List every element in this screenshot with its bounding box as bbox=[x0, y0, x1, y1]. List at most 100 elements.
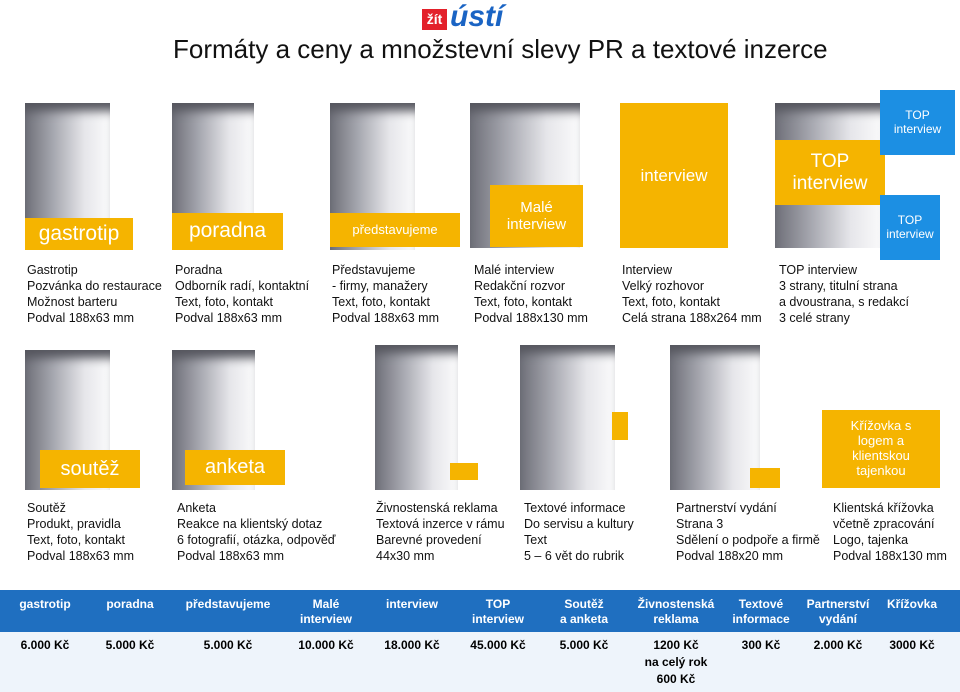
format-label: interview bbox=[620, 103, 728, 248]
table-header: informace bbox=[732, 612, 790, 626]
description-line: TOP interview bbox=[779, 263, 858, 277]
description-line: Redakční rozvor bbox=[474, 279, 566, 293]
description-line: Gastrotip bbox=[27, 263, 78, 277]
description-line: Partnerství vydání bbox=[676, 501, 777, 515]
description-line: Strana 3 bbox=[676, 517, 724, 531]
table-header: Malé bbox=[312, 597, 340, 611]
title: Formáty a ceny a množstevní slevy PR a t… bbox=[173, 34, 828, 64]
format-label: anketa bbox=[185, 450, 285, 485]
table-header: představujeme bbox=[185, 597, 271, 611]
price: 3000 Kč bbox=[889, 638, 935, 652]
format-label: Křížovka s logem a klientskou tajenkou bbox=[822, 410, 940, 488]
description-line: Text, foto, kontakt bbox=[175, 295, 273, 309]
description-line: 6 fotografií, otázka, odpověď bbox=[177, 533, 336, 547]
format-label: TOP interview bbox=[880, 90, 955, 155]
format-label: poradna bbox=[172, 213, 283, 250]
label-line: Křížovka s bbox=[850, 418, 912, 434]
format-label: představujeme bbox=[330, 213, 460, 247]
description-line: Text, foto, kontakt bbox=[27, 533, 125, 547]
table-price-band bbox=[0, 632, 960, 692]
table-header: Živnostenská bbox=[637, 597, 715, 611]
label-line: TOP bbox=[810, 150, 850, 172]
label-line: tajenkou bbox=[856, 462, 906, 478]
ad-box bbox=[750, 468, 780, 488]
price: 5.000 Kč bbox=[559, 638, 609, 652]
table-header: reklama bbox=[653, 612, 699, 626]
description-line: Text bbox=[524, 533, 547, 547]
label-line: poradna bbox=[188, 219, 267, 243]
label-line: interview bbox=[640, 165, 708, 185]
description-line: Textové informace bbox=[524, 501, 626, 515]
description-line: Poradna bbox=[175, 263, 223, 277]
table-header: vydání bbox=[818, 612, 857, 626]
description-line: Sdělení o podpoře a firmě bbox=[676, 533, 820, 547]
price: 2.000 Kč bbox=[813, 638, 863, 652]
table-header: gastrotip bbox=[19, 597, 71, 611]
format-label: Malé interview bbox=[490, 185, 583, 247]
description-line: Barevné provedení bbox=[376, 533, 482, 547]
description-line: a dvoustrana, s redakcí bbox=[779, 295, 909, 309]
table-header: Textové bbox=[738, 597, 784, 611]
format-label: TOP interview bbox=[775, 140, 885, 205]
page-thumbnail bbox=[670, 345, 760, 490]
ad-box bbox=[612, 412, 628, 440]
table-header: poradna bbox=[106, 597, 154, 611]
description-line: Možnost barteru bbox=[27, 295, 118, 309]
format-label: TOP interview bbox=[880, 195, 940, 260]
description-line: Anketa bbox=[177, 501, 216, 515]
label-line: interview bbox=[506, 216, 567, 233]
description-line: Podval 188x63 mm bbox=[332, 311, 440, 325]
description-line: Malé interview bbox=[474, 263, 554, 277]
price: 45.000 Kč bbox=[470, 638, 526, 652]
description-line: Představujeme bbox=[332, 263, 416, 277]
description-line: Logo, tajenka bbox=[833, 533, 909, 547]
description-line: včetně zpracování bbox=[833, 517, 935, 531]
label-line: anketa bbox=[204, 456, 266, 478]
format-label: gastrotip bbox=[25, 218, 133, 250]
format-label: soutěž bbox=[40, 450, 140, 488]
price: 5.000 Kč bbox=[105, 638, 155, 652]
description-line: Podval 188x20 mm bbox=[676, 549, 784, 563]
description-line: Odborník radí, kontaktní bbox=[175, 279, 310, 293]
description-line: Do servisu a kultury bbox=[524, 517, 634, 531]
description-line: Interview bbox=[622, 263, 673, 277]
label-line: představujeme bbox=[352, 221, 438, 237]
label-line: interview bbox=[893, 121, 942, 136]
description-line: Podval 188x63 mm bbox=[27, 311, 135, 325]
description-line: Podval 188x63 mm bbox=[27, 549, 135, 563]
price: na celý rok bbox=[644, 655, 708, 669]
price: 18.000 Kč bbox=[384, 638, 440, 652]
description-line: Soutěž bbox=[27, 501, 66, 515]
table-header: interview bbox=[299, 612, 353, 626]
label-line: interview bbox=[792, 172, 868, 194]
table-header: interview bbox=[385, 597, 439, 611]
description-line: - firmy, manažery bbox=[332, 279, 428, 293]
price: 300 Kč bbox=[741, 638, 781, 652]
description-line: Podval 188x130 mm bbox=[833, 549, 947, 563]
description-line: Podval 188x63 mm bbox=[175, 311, 283, 325]
description-line: Text, foto, kontakt bbox=[332, 295, 430, 309]
table-header-band bbox=[0, 590, 960, 632]
table-header: Křížovka bbox=[886, 597, 938, 611]
label-line: logem a bbox=[857, 433, 905, 449]
label-line: interview bbox=[886, 226, 934, 241]
label-line: Malé bbox=[520, 198, 553, 216]
description-line: Živnostenská reklama bbox=[376, 501, 498, 515]
table-header: a anketa bbox=[559, 612, 609, 626]
description-line: Klientská křížovka bbox=[833, 501, 934, 515]
label-line: klientskou bbox=[852, 448, 910, 463]
label-line: soutěž bbox=[60, 457, 120, 480]
ad-box bbox=[450, 463, 478, 480]
table-header: Partnerství bbox=[806, 597, 870, 611]
description-line: Text, foto, kontakt bbox=[622, 295, 720, 309]
price: 5.000 Kč bbox=[203, 638, 253, 652]
description-line: Produkt, pravidla bbox=[27, 517, 121, 531]
table-header: interview bbox=[471, 612, 525, 626]
logo-name: ústí bbox=[450, 0, 504, 33]
description-line: 3 strany, titulní strana bbox=[779, 279, 898, 293]
description-line: Podval 188x63 mm bbox=[177, 549, 285, 563]
description-line: Podval 188x130 mm bbox=[474, 311, 588, 325]
description-line: Text, foto, kontakt bbox=[474, 295, 572, 309]
label-line: TOP bbox=[897, 212, 923, 227]
